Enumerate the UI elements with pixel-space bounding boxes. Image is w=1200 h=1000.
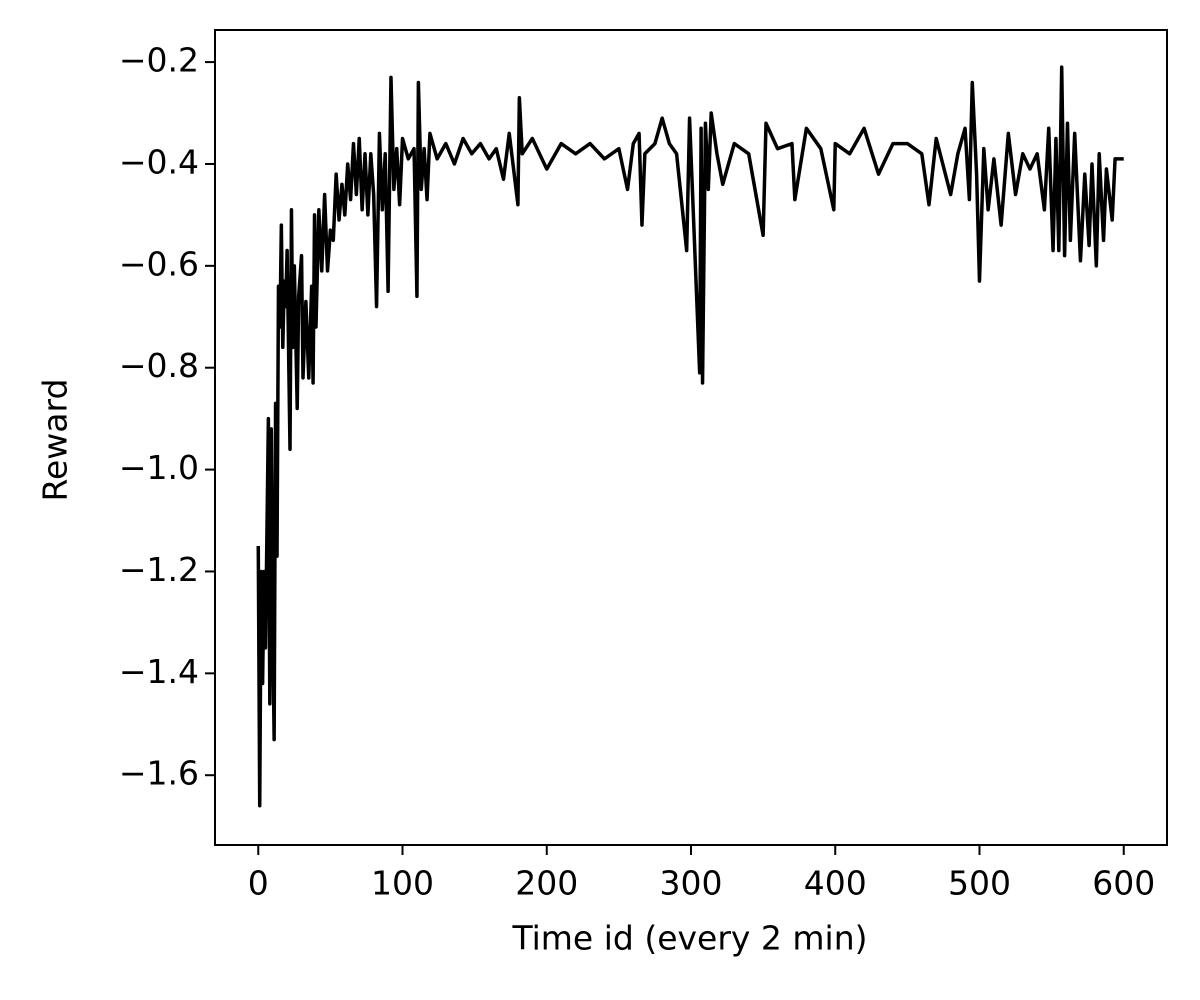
x-tick-label: 200 <box>515 864 578 903</box>
line <box>256 65 1124 808</box>
x-tick-label: 100 <box>371 864 434 903</box>
plot-frame <box>214 29 1168 846</box>
x-tick-label: 600 <box>1092 864 1155 903</box>
y-tick-label: −0.2 <box>119 41 199 80</box>
y-tick-label: −0.6 <box>119 244 199 283</box>
y-tick-label: −0.4 <box>119 142 199 181</box>
x-axis-label: Time id (every 2 min) <box>511 919 867 958</box>
y-tick-label: −0.8 <box>119 346 199 385</box>
y-tick-label: −1.0 <box>119 448 199 487</box>
y-axis-label: Reward <box>36 379 75 502</box>
x-tick-label: 0 <box>248 864 269 903</box>
x-tick-label: 500 <box>948 864 1011 903</box>
y-tick-label: −1.2 <box>119 550 199 589</box>
y-tick-label: −1.4 <box>119 652 199 691</box>
x-tick-label: 400 <box>804 864 867 903</box>
x-tick-label: 300 <box>660 864 723 903</box>
y-tick-label: −1.6 <box>119 754 199 793</box>
